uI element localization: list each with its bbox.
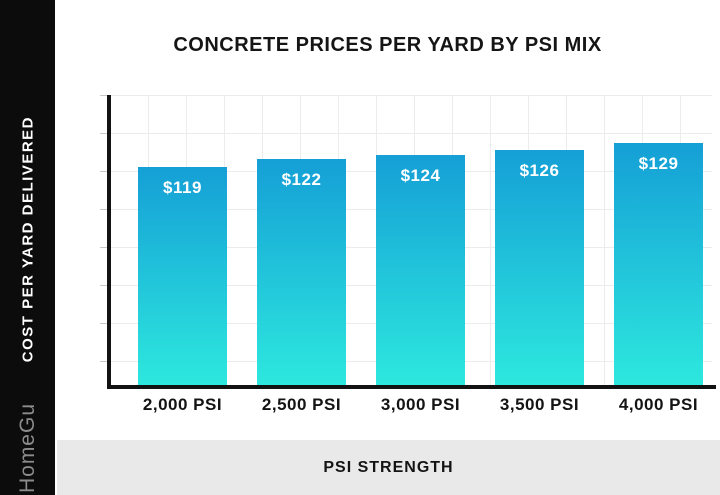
- bar-4-000-psi: $129: [614, 142, 703, 385]
- x-tick-label-4-000-psi: 4,000 PSI: [618, 395, 699, 414]
- sidebar: HomeGu COST PER YARD DELIVERED: [0, 0, 55, 495]
- x-axis-line: [107, 385, 716, 389]
- bar-2-500-psi: $122: [257, 159, 346, 385]
- y-axis-line: [107, 95, 111, 389]
- plot-area: $119 $122 $124 $126 $129: [100, 95, 716, 389]
- bar-2-000-psi: $119: [138, 166, 227, 385]
- x-axis-title: PSI STRENGTH: [323, 458, 454, 476]
- bar-3-000-psi: $124: [376, 154, 465, 385]
- x-tick-label-3-500-psi: 3,500 PSI: [499, 395, 580, 414]
- bar-value-label: $122: [281, 170, 322, 190]
- bar-value-label: $119: [163, 177, 202, 197]
- y-axis-title: COST PER YARD DELIVERED: [19, 115, 36, 362]
- bar-value-label: $126: [519, 160, 560, 180]
- x-tick-label-3-000-psi: 3,000 PSI: [380, 395, 461, 414]
- x-axis-tick-labels: 2,000 PSI 2,500 PSI 3,000 PSI 3,500 PSI 4,00…: [110, 395, 712, 419]
- bar-3-500-psi: $126: [495, 149, 584, 385]
- bar-value-label: $124: [400, 165, 441, 185]
- x-tick-label-2-500-psi: 2,500 PSI: [261, 395, 342, 414]
- bar-value-label: $129: [638, 153, 679, 173]
- x-axis-title-strip: PSI STRENGTH: [57, 440, 720, 495]
- y-axis-ticks: [100, 95, 107, 387]
- watermark-homeguide: HomeGu: [15, 402, 39, 493]
- x-tick-label-2-000-psi: 2,000 PSI: [142, 395, 223, 414]
- chart-title: CONCRETE PRICES PER YARD BY PSI MIX: [173, 34, 602, 56]
